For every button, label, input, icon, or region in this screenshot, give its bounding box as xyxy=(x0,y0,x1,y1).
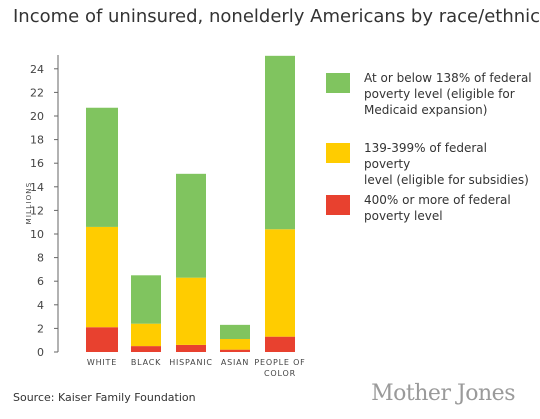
bar-segment xyxy=(86,226,118,328)
bar-segment xyxy=(131,323,161,347)
legend-item-medicaid: At or below 138% of federal poverty leve… xyxy=(326,70,536,126)
y-tick-label: 14 xyxy=(30,181,44,194)
bar-segment xyxy=(131,275,161,324)
y-tick-label: 24 xyxy=(30,63,44,76)
legend-label-400-percent-line-1: 400% or more of federal xyxy=(364,193,511,207)
chart-title: Income of uninsured, nonelderly American… xyxy=(13,6,540,27)
legend-label-medicaid-line-2: poverty level (eligible for xyxy=(364,87,515,101)
y-tick-label: 4 xyxy=(37,299,44,312)
y-tick-label: 0 xyxy=(37,346,44,359)
legend-label-subsidies-line-2: level (eligible for subsidies) xyxy=(364,173,529,187)
y-tick-label: 12 xyxy=(30,204,44,217)
category-label: PEOPLE OF xyxy=(254,358,305,367)
bar-segment xyxy=(265,229,295,337)
y-tick-label: 22 xyxy=(30,86,44,99)
legend-label-subsidies-line-1: 139-399% of federal poverty xyxy=(364,141,487,171)
bar-segment xyxy=(176,173,206,278)
y-tick-label: 6 xyxy=(37,275,44,288)
bar-segment xyxy=(220,349,250,352)
legend-label-400-percent-line-2: poverty level xyxy=(364,209,443,223)
bar-segment xyxy=(176,277,206,345)
bar-segment xyxy=(86,107,118,227)
y-axis-label: MILLIONS xyxy=(25,182,33,225)
source-note: Source: Kaiser Family Foundation xyxy=(13,391,196,404)
bar-segment xyxy=(176,344,206,352)
category-label: ASIAN xyxy=(221,358,249,367)
category-label: HISPANIC xyxy=(169,358,213,367)
mother-jones-logo: Mother Jones xyxy=(371,381,515,406)
legend-label-medicaid-line-3: Medicaid expansion) xyxy=(364,103,488,117)
bar-segment xyxy=(265,55,295,230)
category-label: COLOR xyxy=(264,369,296,378)
bar-segment xyxy=(265,336,295,352)
y-tick-label: 2 xyxy=(37,322,44,335)
legend-item-subsidies: 139-399% of federal poverty level (eligi… xyxy=(326,140,536,192)
y-tick-label: 10 xyxy=(30,228,44,241)
legend-item-400-percent: 400% or more of federal poverty level xyxy=(326,192,536,232)
bar-segment xyxy=(131,346,161,352)
category-label: BLACK xyxy=(131,358,161,367)
y-tick-label: 8 xyxy=(37,252,44,265)
bar-segment xyxy=(220,324,250,340)
bar-segment xyxy=(220,339,250,350)
legend-swatch-medicaid xyxy=(326,73,350,93)
y-tick-label: 16 xyxy=(30,157,44,170)
legend: At or below 138% of federal poverty leve… xyxy=(326,70,536,232)
legend-swatch-subsidies xyxy=(326,143,350,163)
category-label: WHITE xyxy=(87,358,117,367)
legend-swatch-400-percent xyxy=(326,195,350,215)
bar-segment xyxy=(86,327,118,352)
y-tick-label: 18 xyxy=(30,134,44,147)
y-tick-label: 20 xyxy=(30,110,44,123)
legend-label-medicaid-line-1: At or below 138% of federal xyxy=(364,71,532,85)
